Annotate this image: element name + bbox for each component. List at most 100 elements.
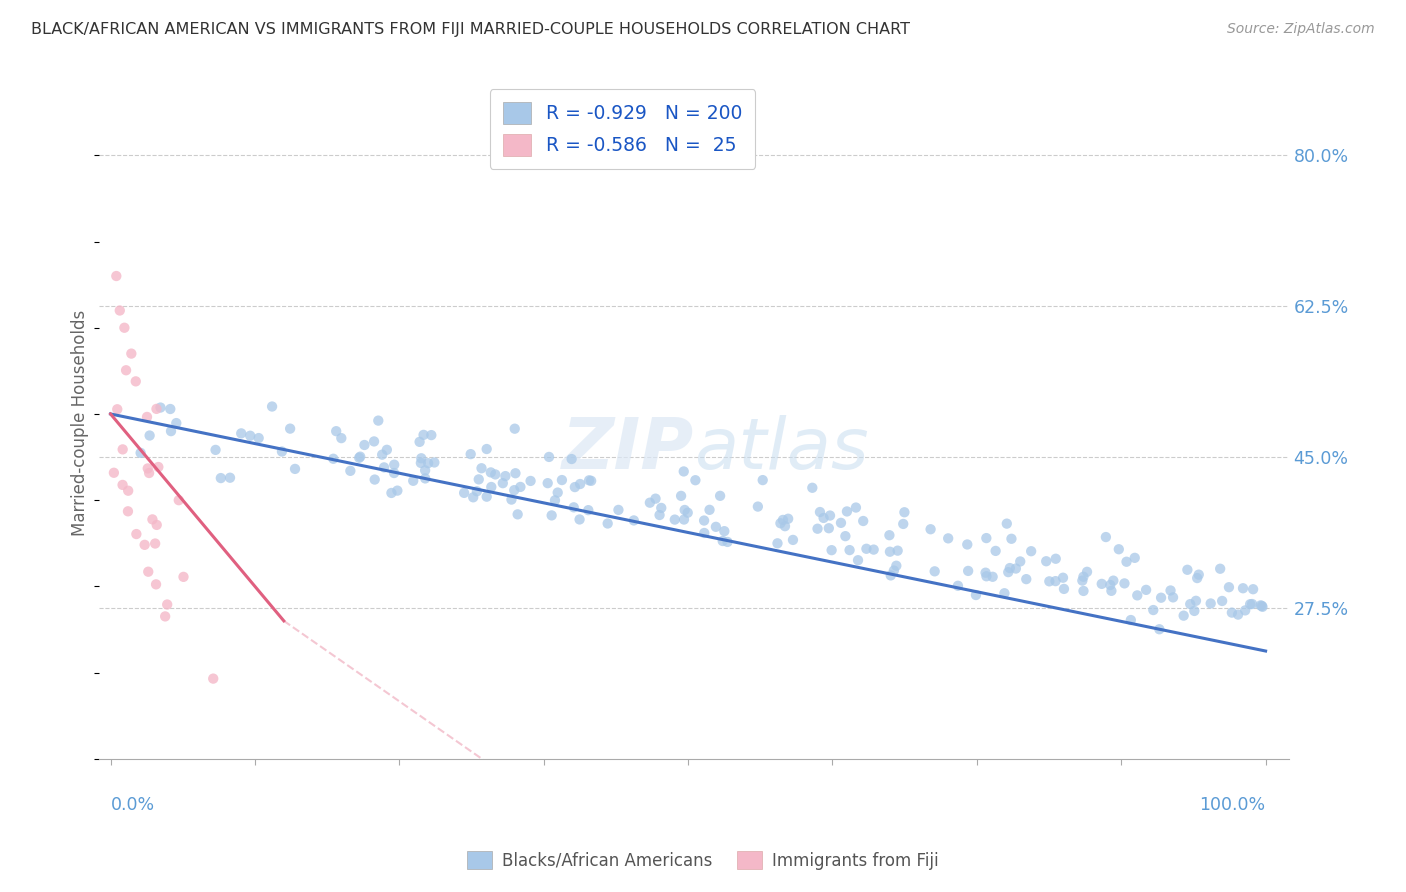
Point	[1185, 571, 1208, 585]
Point	[136, 565, 159, 579]
Point	[817, 521, 839, 535]
Point	[475, 442, 498, 456]
Point	[924, 565, 946, 579]
Point	[380, 486, 402, 500]
Point	[956, 537, 979, 551]
Point	[145, 577, 167, 591]
Point	[111, 478, 134, 492]
Point	[672, 512, 695, 526]
Point	[1038, 574, 1060, 589]
Point	[1142, 603, 1164, 617]
Point	[1095, 530, 1118, 544]
Point	[413, 471, 436, 485]
Point	[1220, 606, 1243, 620]
Point	[412, 428, 434, 442]
Point	[165, 416, 187, 430]
Point	[669, 489, 692, 503]
Point	[1045, 551, 1067, 566]
Point	[562, 500, 585, 515]
Point	[479, 480, 502, 494]
Point	[766, 536, 789, 550]
Point	[540, 508, 562, 523]
Point	[648, 508, 671, 522]
Point	[561, 452, 583, 467]
Point	[120, 346, 142, 360]
Point	[568, 512, 591, 526]
Point	[145, 401, 167, 416]
Point	[167, 493, 190, 508]
Text: BLACK/AFRICAN AMERICAN VS IMMIGRANTS FROM FIJI MARRIED-COUPLE HOUSEHOLDS CORRELA: BLACK/AFRICAN AMERICAN VS IMMIGRANTS FRO…	[31, 22, 910, 37]
Point	[411, 451, 433, 466]
Point	[519, 474, 541, 488]
Point	[204, 442, 226, 457]
Point	[693, 526, 716, 541]
Point	[1239, 597, 1261, 611]
Point	[547, 485, 569, 500]
Point	[325, 424, 347, 438]
Point	[751, 473, 773, 487]
Point	[699, 503, 721, 517]
Point	[1251, 599, 1274, 614]
Point	[506, 508, 529, 522]
Point	[1099, 578, 1122, 592]
Point	[1035, 554, 1057, 568]
Point	[1052, 571, 1074, 585]
Point	[711, 534, 734, 549]
Point	[835, 504, 858, 518]
Point	[1182, 604, 1205, 618]
Point	[1234, 603, 1257, 617]
Point	[209, 471, 232, 485]
Point	[159, 402, 181, 417]
Point	[596, 516, 619, 531]
Point	[569, 477, 592, 491]
Point	[117, 504, 139, 518]
Point	[862, 542, 884, 557]
Text: ZIP: ZIP	[561, 415, 693, 484]
Point	[883, 564, 905, 578]
Point	[676, 506, 699, 520]
Point	[156, 598, 179, 612]
Point	[416, 456, 439, 470]
Point	[1177, 563, 1199, 577]
Point	[880, 568, 903, 582]
Point	[769, 516, 792, 531]
Point	[685, 473, 707, 487]
Point	[623, 513, 645, 527]
Point	[484, 467, 506, 482]
Point	[465, 484, 488, 499]
Point	[138, 466, 160, 480]
Point	[1135, 582, 1157, 597]
Point	[247, 431, 270, 445]
Legend: R = -0.929   N = 200, R = -0.586   N =  25: R = -0.929 N = 200, R = -0.586 N = 25	[489, 89, 755, 169]
Point	[974, 566, 997, 580]
Point	[1010, 554, 1032, 568]
Point	[1099, 583, 1122, 598]
Point	[143, 536, 166, 550]
Point	[278, 422, 301, 436]
Point	[468, 472, 491, 486]
Point	[1119, 613, 1142, 627]
Point	[806, 522, 828, 536]
Point	[138, 428, 160, 442]
Y-axis label: Married-couple Households: Married-couple Households	[72, 310, 89, 536]
Point	[125, 375, 148, 389]
Point	[501, 492, 523, 507]
Point	[1073, 570, 1095, 584]
Point	[103, 466, 125, 480]
Point	[773, 519, 796, 533]
Point	[231, 426, 253, 441]
Point	[644, 491, 666, 506]
Point	[1015, 572, 1038, 586]
Point	[578, 473, 600, 487]
Point	[371, 448, 394, 462]
Point	[782, 533, 804, 547]
Point	[981, 570, 1004, 584]
Point	[173, 570, 195, 584]
Point	[239, 428, 262, 442]
Point	[367, 414, 389, 428]
Point	[537, 450, 560, 464]
Point	[141, 512, 163, 526]
Point	[115, 363, 138, 377]
Point	[375, 442, 398, 457]
Point	[160, 424, 183, 438]
